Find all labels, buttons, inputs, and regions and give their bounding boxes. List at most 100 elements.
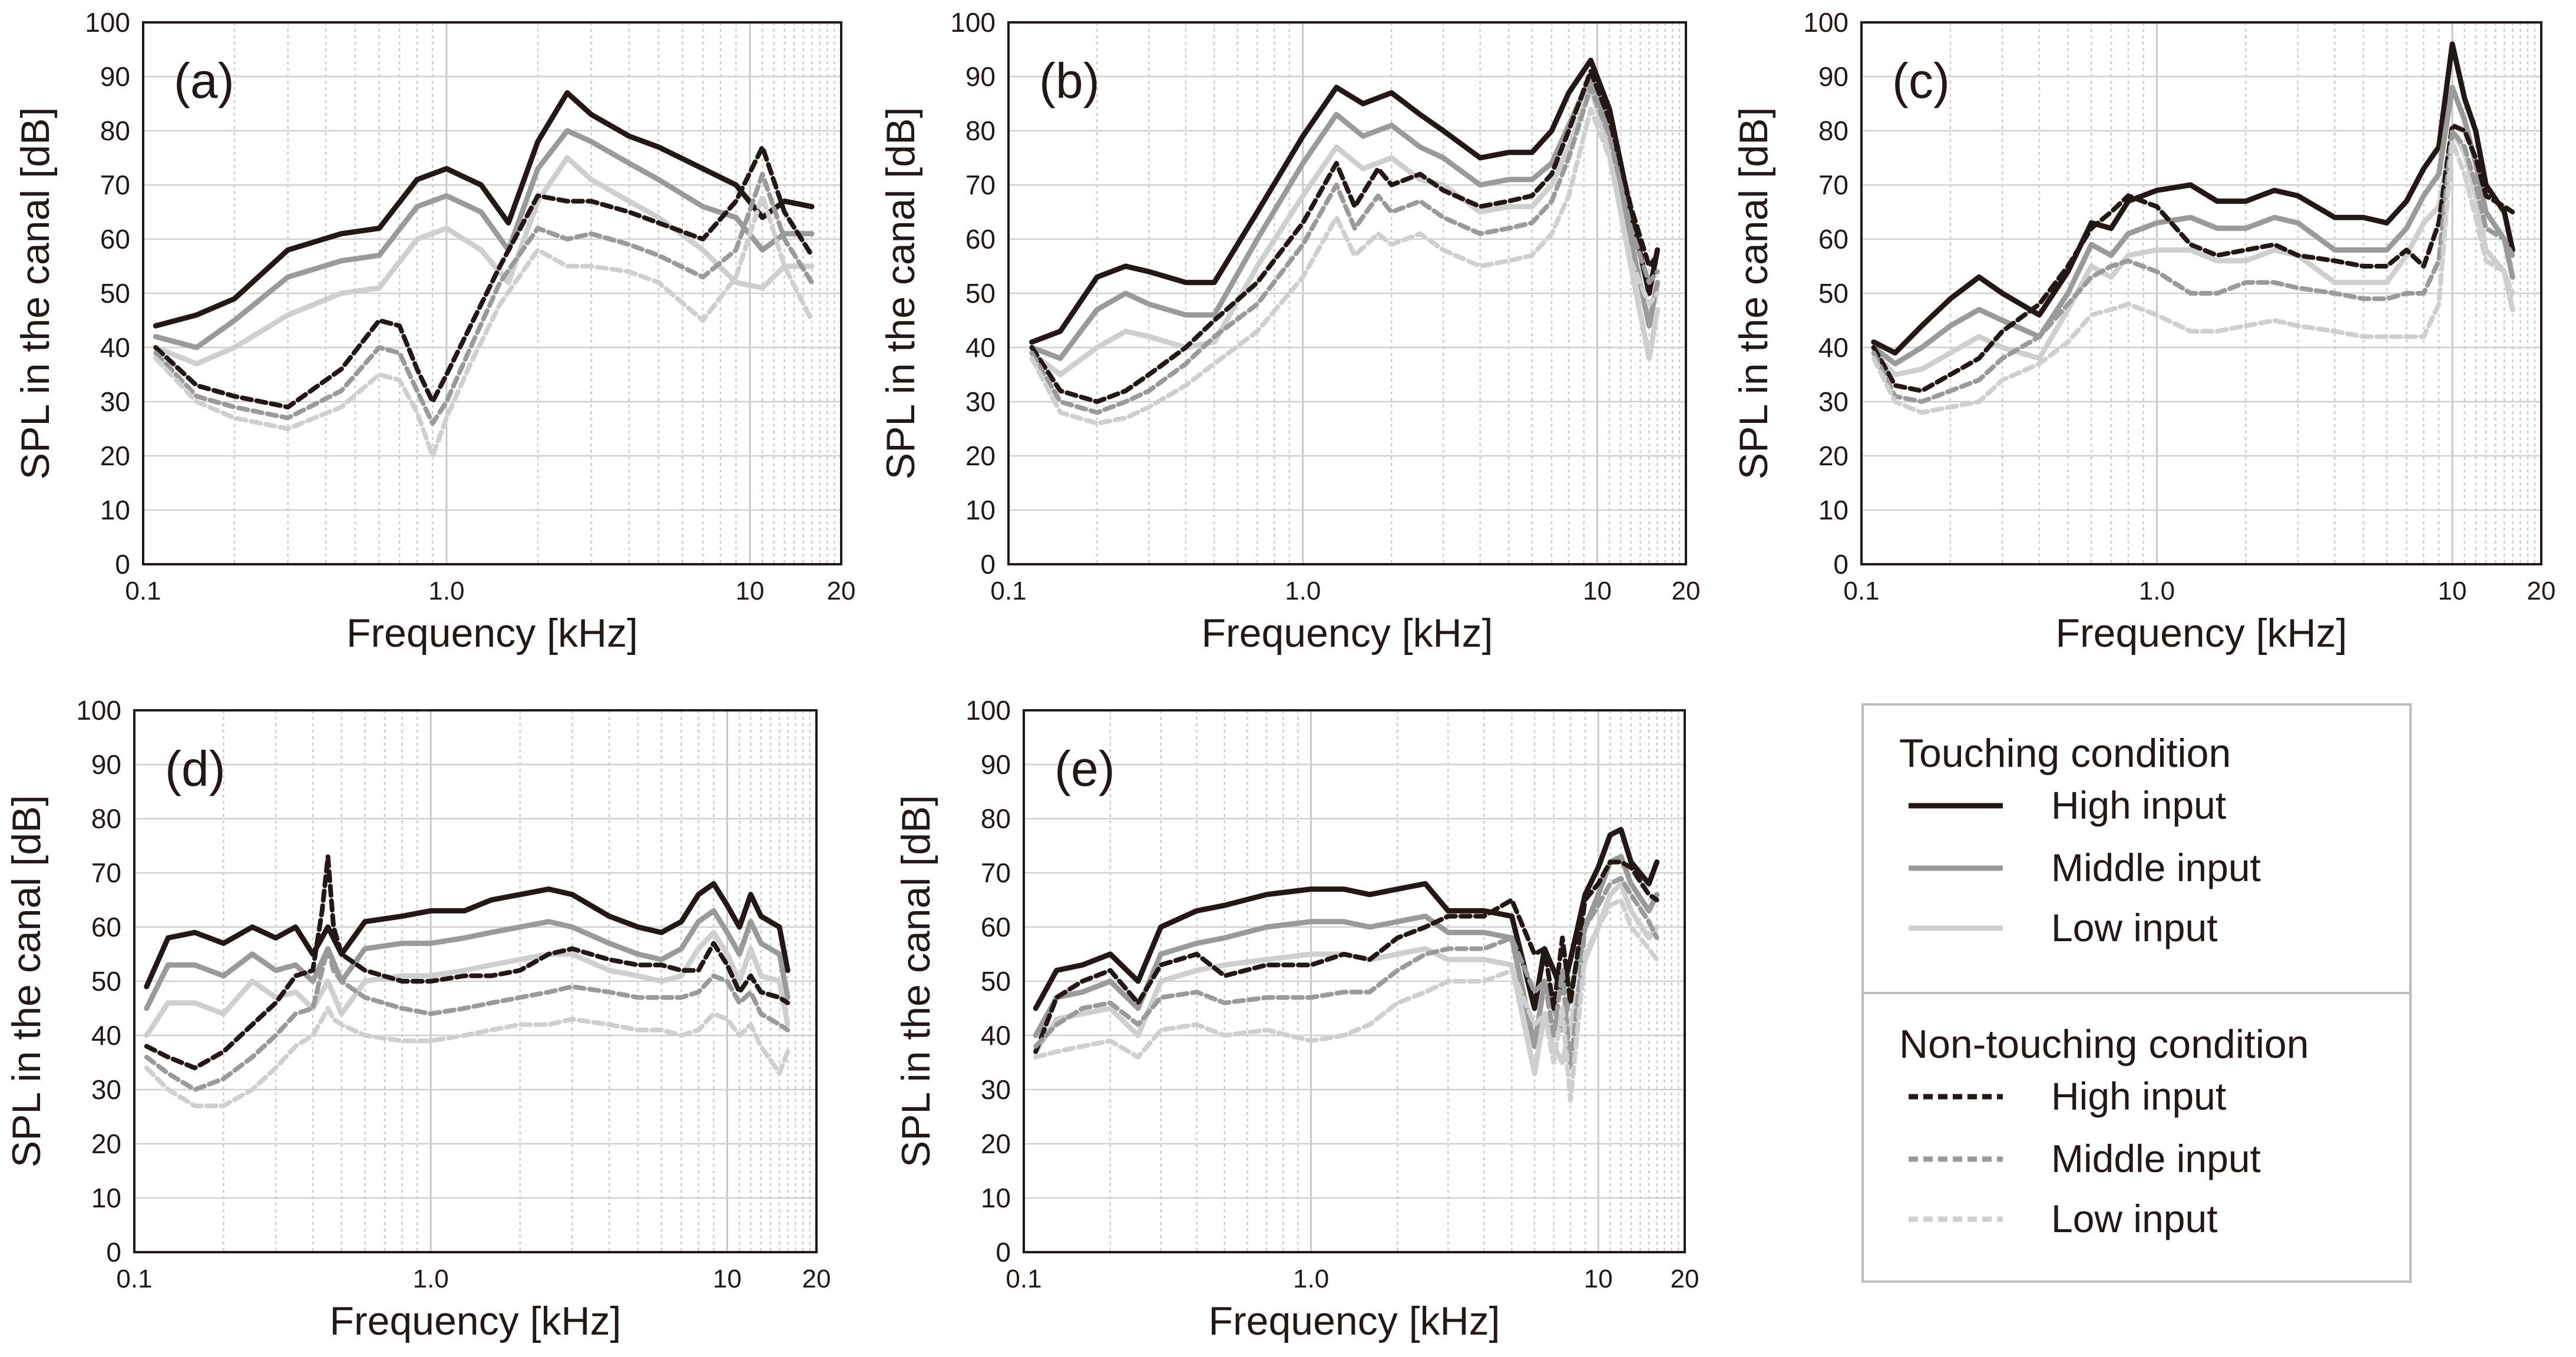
chart-panel-1: 0 10 20 30 40 50 60 70 80 90 100 0.1 1.0 10 20 Frequenc…	[13, 7, 855, 656]
chart-panel-3: 0 10 20 30 40 50 60 70 80 90 100 0.1 1.0 10 20 Frequenc…	[1731, 7, 2555, 656]
x-tick-label: 20	[827, 577, 856, 605]
y-axis-label: SPL in the canal [dB]	[4, 795, 49, 1168]
y-tick-label: 30	[965, 386, 996, 417]
y-tick-label: 50	[965, 278, 996, 309]
panel-label: (e)	[1054, 741, 1115, 796]
x-axis-label: Frequency [kHz]	[1208, 1299, 1500, 1343]
y-tick-label: 50	[91, 966, 121, 997]
y-tick-label: 50	[1818, 278, 1848, 309]
y-tick-label: 40	[981, 1020, 1011, 1051]
series-line-nontouching-middle	[1871, 128, 2515, 404]
series-line-touching-middle	[1871, 84, 2515, 367]
y-tick-label: 10	[91, 1183, 121, 1213]
y-tick-label: 40	[965, 332, 996, 363]
chart-panel-5: 0 10 20 30 40 50 60 70 80 90 100 0.1 1.0 10 20 Frequenc…	[894, 695, 1699, 1343]
series-line-nontouching-high	[153, 144, 815, 410]
y-tick-label: 60	[981, 912, 1011, 942]
series-line-touching-high	[153, 90, 815, 329]
y-tick-label: 100	[965, 695, 1011, 726]
x-axis-label: Frequency [kHz]	[2055, 611, 2347, 656]
y-tick-label: 30	[981, 1074, 1011, 1105]
legend-label-nontouching-1: Middle input	[2051, 1137, 2261, 1180]
chart-panel-4: 0 10 20 30 40 50 60 70 80 90 100 0.1 1.0 10 20 Frequenc…	[4, 695, 831, 1343]
y-tick-label: 80	[965, 115, 996, 146]
x-axis-label: Frequency [kHz]	[1201, 611, 1493, 656]
y-tick-label: 100	[950, 7, 996, 38]
x-tick-label: 1.0	[428, 577, 464, 605]
x-axis-label: Frequency [kHz]	[346, 611, 638, 656]
y-tick-label: 20	[1818, 441, 1848, 471]
y-tick-label: 90	[100, 61, 130, 92]
series-line-nontouching-low	[1033, 898, 1659, 1103]
y-tick-label: 40	[100, 332, 130, 363]
x-tick-label: 0.1	[990, 577, 1026, 605]
series-line-nontouching-low	[144, 1006, 791, 1108]
y-tick-label: 0	[115, 549, 130, 580]
y-tick-label: 70	[91, 858, 121, 888]
x-tick-label: 10	[713, 1265, 742, 1293]
y-tick-label: 50	[981, 966, 1011, 997]
y-tick-label: 0	[980, 549, 996, 580]
y-tick-label: 0	[106, 1237, 121, 1267]
y-tick-label: 30	[1818, 386, 1848, 417]
panel-label: (b)	[1039, 53, 1100, 108]
x-tick-label: 0.1	[1843, 577, 1879, 605]
y-tick-label: 20	[965, 441, 996, 471]
y-tick-label: 90	[91, 749, 121, 780]
x-tick-label: 1.0	[1293, 1265, 1329, 1293]
panel-label: (a)	[174, 53, 234, 108]
x-tick-label: 20	[1672, 577, 1701, 605]
series-line-touching-high	[144, 881, 791, 989]
legend-label-nontouching-0: High input	[2051, 1074, 2226, 1118]
y-tick-label: 0	[1833, 549, 1848, 580]
series-line-touching-high	[1871, 41, 2515, 356]
x-tick-label: 0.1	[1006, 1265, 1041, 1293]
legend-label-touching-0: High input	[2051, 783, 2226, 827]
series-line-nontouching-middle	[1033, 876, 1659, 1071]
series-line-nontouching-middle	[1029, 85, 1660, 415]
y-tick-label: 20	[91, 1128, 121, 1159]
y-axis-label: SPL in the canal [dB]	[13, 107, 58, 480]
series-line-nontouching-low	[1871, 139, 2515, 415]
x-tick-label: 1.0	[413, 1265, 449, 1293]
x-tick-label: 10	[1583, 577, 1612, 605]
y-tick-label: 100	[85, 7, 130, 38]
legend: Touching condition Non-touching conditio…	[1861, 703, 2412, 1283]
y-tick-label: 60	[965, 224, 996, 254]
x-tick-label: 1.0	[1285, 577, 1321, 605]
y-tick-label: 30	[91, 1074, 121, 1105]
y-tick-label: 10	[100, 495, 130, 525]
plot-frame	[1007, 21, 1687, 565]
y-tick-label: 20	[100, 441, 130, 471]
y-tick-label: 70	[1818, 170, 1848, 200]
panel-label: (c)	[1892, 53, 1950, 108]
legend-label-touching-1: Middle input	[2051, 846, 2261, 889]
y-axis-label: SPL in the canal [dB]	[878, 107, 923, 480]
y-tick-label: 70	[981, 858, 1011, 888]
y-tick-label: 90	[965, 61, 996, 92]
plot-frame	[133, 709, 818, 1253]
y-tick-label: 90	[981, 749, 1011, 780]
y-tick-label: 10	[981, 1183, 1011, 1213]
chart-panel-2: 0 10 20 30 40 50 60 70 80 90 100 0.1 1.0 10 20 Frequenc…	[878, 7, 1700, 656]
series-line-touching-middle	[1033, 853, 1660, 1049]
y-tick-label: 60	[1818, 224, 1848, 254]
series-line-touching-middle	[144, 908, 791, 1011]
series-line-nontouching-high	[1029, 68, 1660, 404]
y-tick-label: 80	[100, 115, 130, 146]
y-tick-label: 80	[981, 803, 1011, 834]
series-line-nontouching-low	[1029, 107, 1660, 426]
panel-label: (d)	[165, 741, 226, 796]
y-tick-label: 20	[981, 1128, 1011, 1159]
x-tick-label: 20	[802, 1265, 831, 1293]
y-tick-label: 100	[1803, 7, 1848, 38]
x-tick-label: 20	[1671, 1265, 1699, 1293]
x-tick-label: 10	[735, 577, 764, 605]
y-tick-label: 80	[91, 803, 121, 834]
plot-frame	[1860, 21, 2542, 565]
series-line-touching-high	[1029, 57, 1661, 345]
x-tick-label: 10	[2438, 577, 2467, 605]
series-line-nontouching-high	[1033, 859, 1659, 1054]
